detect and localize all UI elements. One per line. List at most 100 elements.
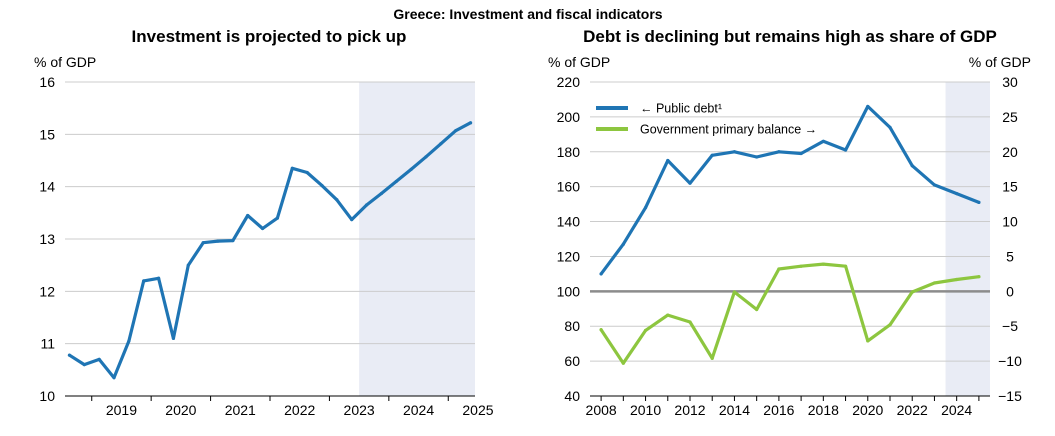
investment-data-point [305, 170, 309, 175]
public-debt-data-point [732, 150, 737, 154]
investment-data-point [439, 142, 443, 146]
x-tick-label: 2024 [403, 402, 434, 418]
investment-data-point [246, 213, 250, 218]
y-tick-label: 15 [39, 126, 55, 142]
public-debt-data-point [688, 181, 692, 185]
primary-balance-data-point [821, 262, 825, 266]
right-y-tick-label: 5 [1006, 248, 1014, 264]
x-tick-label: 2021 [225, 402, 256, 418]
y-tick-label: 12 [39, 283, 55, 299]
x-tick-label: 2022 [897, 402, 928, 418]
primary-balance-data-point [843, 264, 848, 268]
primary-balance-data-point [888, 323, 892, 327]
left-y-tick-label: 140 [557, 214, 581, 230]
investment-chart-title: Investment is projected to pick up [132, 27, 407, 46]
investment-data-point [350, 218, 354, 222]
primary-balance-data-point [732, 290, 737, 294]
investment-data-point [320, 184, 324, 188]
investment-data-point [409, 167, 413, 171]
investment-data-point [156, 276, 161, 280]
investment-data-point [216, 239, 220, 243]
public-debt-data-point [710, 153, 714, 157]
public-debt-data-point [621, 242, 625, 246]
debt-chart: Debt is declining but remains high as sh… [548, 27, 1031, 418]
investment-data-point [67, 353, 72, 357]
investment-data-point [394, 179, 398, 184]
investment-chart: Investment is projected to pick up % of … [34, 27, 494, 418]
x-tick-label: 2023 [344, 402, 375, 418]
public-debt-data-point [821, 139, 825, 143]
x-tick-label: 2025 [462, 402, 493, 418]
x-tick-label: 2022 [284, 402, 315, 418]
left-y-tick-label: 120 [557, 248, 581, 264]
debt-left-y-axis-label: % of GDP [548, 54, 610, 70]
investment-data-point [201, 241, 205, 245]
right-y-tick-label: −5 [1002, 318, 1018, 334]
x-tick-label: 2024 [941, 402, 972, 418]
x-tick-label: 2014 [719, 402, 750, 418]
primary-balance-data-point [755, 307, 759, 312]
x-tick-label: 2019 [106, 402, 137, 418]
public-debt-data-point [866, 104, 870, 109]
y-tick-label: 11 [40, 336, 55, 352]
left-y-tick-label: 160 [557, 179, 581, 195]
investment-data-point [231, 238, 235, 243]
primary-balance-data-point [777, 267, 781, 271]
public-debt-data-point [955, 192, 959, 196]
x-tick-label: 2012 [674, 402, 705, 418]
right-y-tick-label: 10 [1002, 214, 1018, 230]
y-tick-label: 14 [39, 179, 55, 195]
primary-balance-data-point [866, 339, 870, 343]
left-y-tick-label: 40 [564, 388, 580, 404]
x-tick-label: 2010 [630, 402, 661, 418]
x-tick-label: 2020 [165, 402, 196, 418]
primary-balance-data-point [799, 264, 803, 268]
primary-balance-data-point [955, 277, 959, 282]
public-debt-data-point [777, 150, 781, 154]
right-y-tick-label: 30 [1002, 74, 1018, 90]
left-y-tick-label: 60 [564, 353, 580, 369]
public-debt-data-point [888, 125, 892, 129]
primary-balance-data-point [666, 313, 670, 317]
right-y-tick-label: 25 [1002, 109, 1018, 125]
primary-balance-data-point [977, 275, 981, 279]
primary-balance-series-line [599, 262, 981, 365]
public-debt-data-point [666, 158, 670, 163]
primary-balance-data-point [599, 328, 603, 332]
left-y-tick-label: 200 [557, 109, 581, 125]
public-debt-data-point [843, 148, 848, 152]
investment-data-point [82, 363, 86, 367]
debt-plot-area: 40 60 80 100 120 140 160 180 200 220 −15 −10 −5 0 5 10 1… [557, 74, 1022, 418]
investment-data-point [424, 155, 428, 159]
right-y-tick-label: −15 [998, 388, 1022, 404]
y-tick-label: 13 [39, 231, 55, 247]
investment-data-point [127, 339, 131, 343]
public-debt-data-point [799, 151, 803, 156]
investment-data-point [335, 198, 339, 202]
investment-data-point [142, 279, 146, 283]
x-tick-label: 2020 [852, 402, 883, 418]
public-debt-data-point [932, 183, 937, 187]
x-tick-label: 2016 [763, 402, 794, 418]
investment-data-point [171, 336, 176, 341]
primary-balance-data-point [910, 290, 914, 294]
projection-shading [945, 82, 990, 396]
primary-balance-data-point [621, 361, 625, 365]
left-y-tick-label: 80 [564, 318, 580, 334]
primary-balance-data-point [932, 281, 937, 285]
left-y-tick-label: 100 [557, 283, 581, 299]
investment-data-point [275, 216, 280, 220]
primary-balance-data-point [643, 328, 648, 333]
left-y-tick-label: 220 [557, 74, 581, 90]
debt-right-y-axis-label: % of GDP [969, 54, 1031, 70]
investment-data-point [97, 357, 101, 361]
right-y-tick-label: 20 [1002, 144, 1018, 160]
left-y-tick-label: 180 [557, 144, 581, 160]
x-tick-label: 2008 [586, 402, 617, 418]
primary-balance-data-point [710, 356, 714, 360]
investment-data-point [112, 376, 116, 380]
investment-data-point [186, 263, 190, 267]
right-y-tick-label: −10 [998, 353, 1022, 369]
public-debt-data-point [910, 164, 914, 168]
